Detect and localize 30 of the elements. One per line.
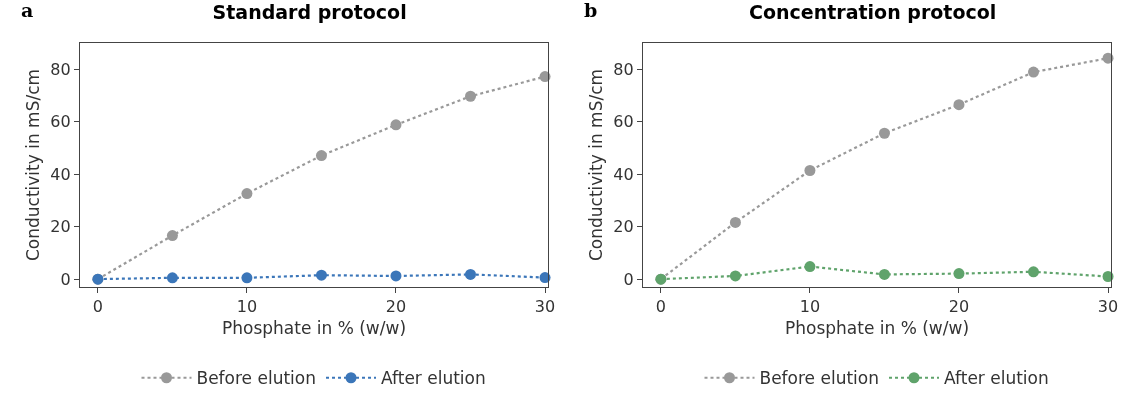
y-tick-label: 80 xyxy=(50,59,71,79)
x-tick-label: 30 xyxy=(534,297,556,317)
x-axis-title: Phosphate in % (w/w) xyxy=(221,317,407,338)
text: a xyxy=(21,0,34,21)
chart-title: Concentration protocol xyxy=(749,1,997,24)
x-tick-label: 0 xyxy=(655,297,666,317)
chart-title: Standard protocol xyxy=(212,1,407,24)
text: b xyxy=(584,0,598,21)
y-axis-title: Conductivity in mS/cm xyxy=(22,68,43,262)
x-tick-label: 10 xyxy=(799,297,821,317)
y-tick-label: 60 xyxy=(613,112,634,132)
y-tick-label: 60 xyxy=(50,112,71,132)
legend-label: Before elution xyxy=(196,368,317,389)
legend-label: After elution xyxy=(944,368,1049,389)
x-tick-label: 10 xyxy=(236,297,258,317)
x-tick-label: 30 xyxy=(1097,297,1119,317)
x-tick-label: 20 xyxy=(385,297,407,317)
y-axis-title: Conductivity in mS/cm xyxy=(585,68,606,262)
x-axis-title: Phosphate in % (w/w) xyxy=(784,317,970,338)
y-tick-label: 40 xyxy=(50,164,71,184)
y-tick-label: 20 xyxy=(613,217,634,237)
legend-label: Before elution xyxy=(759,368,880,389)
y-tick-label: 80 xyxy=(613,59,634,79)
y-tick-label: 20 xyxy=(50,217,71,237)
legend-label: After elution xyxy=(381,368,486,389)
y-tick-label: 0 xyxy=(623,269,634,289)
y-tick-label: 0 xyxy=(60,269,71,289)
x-tick-label: 20 xyxy=(948,297,970,317)
x-tick-label: 0 xyxy=(92,297,103,317)
y-tick-label: 40 xyxy=(613,164,634,184)
